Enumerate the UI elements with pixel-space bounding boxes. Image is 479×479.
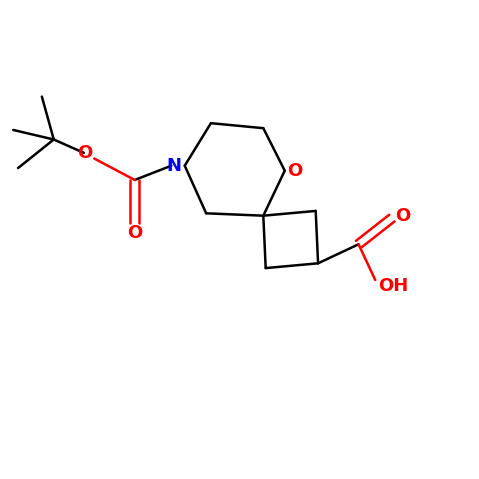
- Text: O: O: [77, 144, 92, 162]
- Text: N: N: [167, 157, 182, 175]
- Text: OH: OH: [378, 277, 409, 295]
- Text: O: O: [395, 207, 410, 225]
- Text: O: O: [287, 162, 303, 180]
- Text: O: O: [127, 224, 142, 242]
